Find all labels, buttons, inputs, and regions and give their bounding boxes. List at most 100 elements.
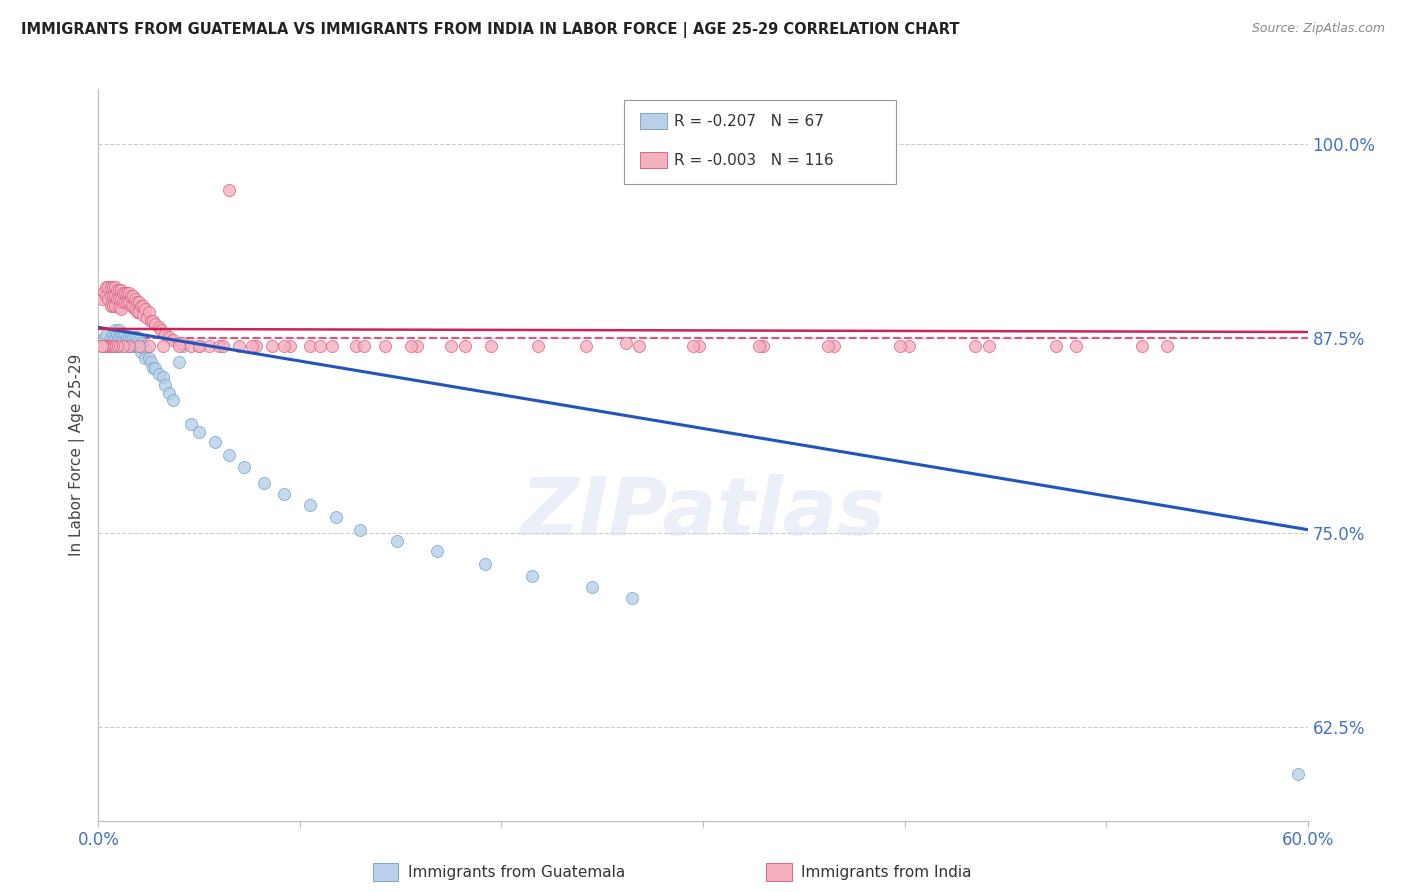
Point bbox=[167, 354, 190, 368]
Point bbox=[105, 283, 128, 297]
Point bbox=[1064, 339, 1087, 353]
Point bbox=[142, 360, 165, 375]
Point bbox=[374, 339, 396, 353]
Point bbox=[1286, 767, 1309, 781]
Point bbox=[748, 339, 770, 353]
Point bbox=[143, 360, 166, 375]
Point bbox=[100, 339, 122, 353]
Point bbox=[103, 299, 125, 313]
Point bbox=[897, 339, 920, 353]
Point bbox=[125, 304, 148, 318]
Point bbox=[152, 370, 174, 384]
Point bbox=[134, 342, 156, 356]
Point bbox=[688, 339, 710, 353]
Point bbox=[682, 339, 704, 353]
Point bbox=[621, 591, 644, 606]
Point bbox=[823, 339, 845, 353]
Point bbox=[204, 435, 226, 450]
Point bbox=[240, 339, 263, 353]
Point bbox=[135, 310, 157, 325]
Point bbox=[208, 339, 231, 353]
Point bbox=[120, 299, 142, 313]
Point bbox=[97, 335, 120, 350]
Point bbox=[167, 335, 190, 350]
Point bbox=[128, 304, 150, 318]
Point bbox=[97, 293, 120, 307]
Point bbox=[111, 286, 134, 301]
Point bbox=[440, 339, 463, 353]
Point bbox=[218, 183, 240, 197]
FancyBboxPatch shape bbox=[640, 113, 666, 129]
Text: R = -0.207   N = 67: R = -0.207 N = 67 bbox=[673, 114, 824, 128]
Point bbox=[752, 339, 775, 353]
Point bbox=[93, 339, 115, 353]
Point bbox=[353, 339, 375, 353]
Point bbox=[139, 354, 162, 368]
Point bbox=[180, 417, 202, 431]
Point bbox=[134, 301, 156, 316]
Point bbox=[965, 339, 987, 353]
Point bbox=[526, 339, 548, 353]
Point bbox=[1045, 339, 1067, 353]
Point bbox=[107, 293, 129, 307]
Point bbox=[103, 280, 125, 294]
Point bbox=[114, 286, 136, 301]
Point bbox=[103, 323, 125, 337]
Point bbox=[124, 301, 146, 316]
Point bbox=[132, 299, 155, 313]
Point bbox=[299, 339, 322, 353]
Point bbox=[96, 289, 118, 303]
Point bbox=[344, 339, 367, 353]
FancyBboxPatch shape bbox=[624, 100, 897, 185]
Text: ZIPatlas: ZIPatlas bbox=[520, 475, 886, 552]
Point bbox=[152, 339, 174, 353]
Text: Source: ZipAtlas.com: Source: ZipAtlas.com bbox=[1251, 22, 1385, 36]
Point bbox=[107, 283, 129, 297]
Point bbox=[520, 569, 543, 583]
Point bbox=[228, 339, 250, 353]
Point bbox=[101, 326, 124, 341]
Point bbox=[129, 299, 152, 313]
Point bbox=[121, 339, 143, 353]
Point bbox=[253, 475, 276, 490]
Point bbox=[121, 289, 143, 303]
Point bbox=[124, 293, 146, 307]
Point bbox=[121, 329, 143, 343]
Point bbox=[101, 334, 124, 349]
Point bbox=[97, 280, 120, 294]
Point bbox=[399, 339, 422, 353]
Text: R = -0.003   N = 116: R = -0.003 N = 116 bbox=[673, 153, 834, 168]
Point bbox=[100, 331, 122, 345]
Point bbox=[93, 285, 115, 299]
Point bbox=[309, 339, 332, 353]
Point bbox=[91, 339, 114, 353]
Point bbox=[273, 487, 295, 501]
Point bbox=[128, 339, 150, 353]
Point bbox=[125, 329, 148, 343]
Point bbox=[115, 329, 138, 343]
Point bbox=[91, 339, 114, 353]
Point bbox=[101, 339, 124, 353]
Point bbox=[405, 339, 427, 353]
Point bbox=[273, 339, 295, 353]
Point bbox=[138, 351, 160, 366]
Point bbox=[118, 339, 141, 353]
Point bbox=[134, 351, 156, 366]
Point bbox=[1156, 339, 1178, 353]
Point bbox=[125, 339, 148, 353]
Point bbox=[107, 331, 129, 345]
Point bbox=[103, 331, 125, 345]
Point bbox=[581, 580, 603, 594]
Point bbox=[103, 289, 125, 303]
Point bbox=[278, 339, 301, 353]
Point bbox=[132, 339, 155, 353]
Point bbox=[118, 295, 141, 310]
Point bbox=[180, 339, 202, 353]
Point bbox=[143, 317, 166, 331]
Point bbox=[979, 339, 1001, 353]
Point bbox=[111, 295, 134, 310]
Point bbox=[321, 339, 343, 353]
Point bbox=[218, 448, 240, 462]
Point bbox=[118, 339, 141, 353]
Point bbox=[627, 339, 650, 353]
